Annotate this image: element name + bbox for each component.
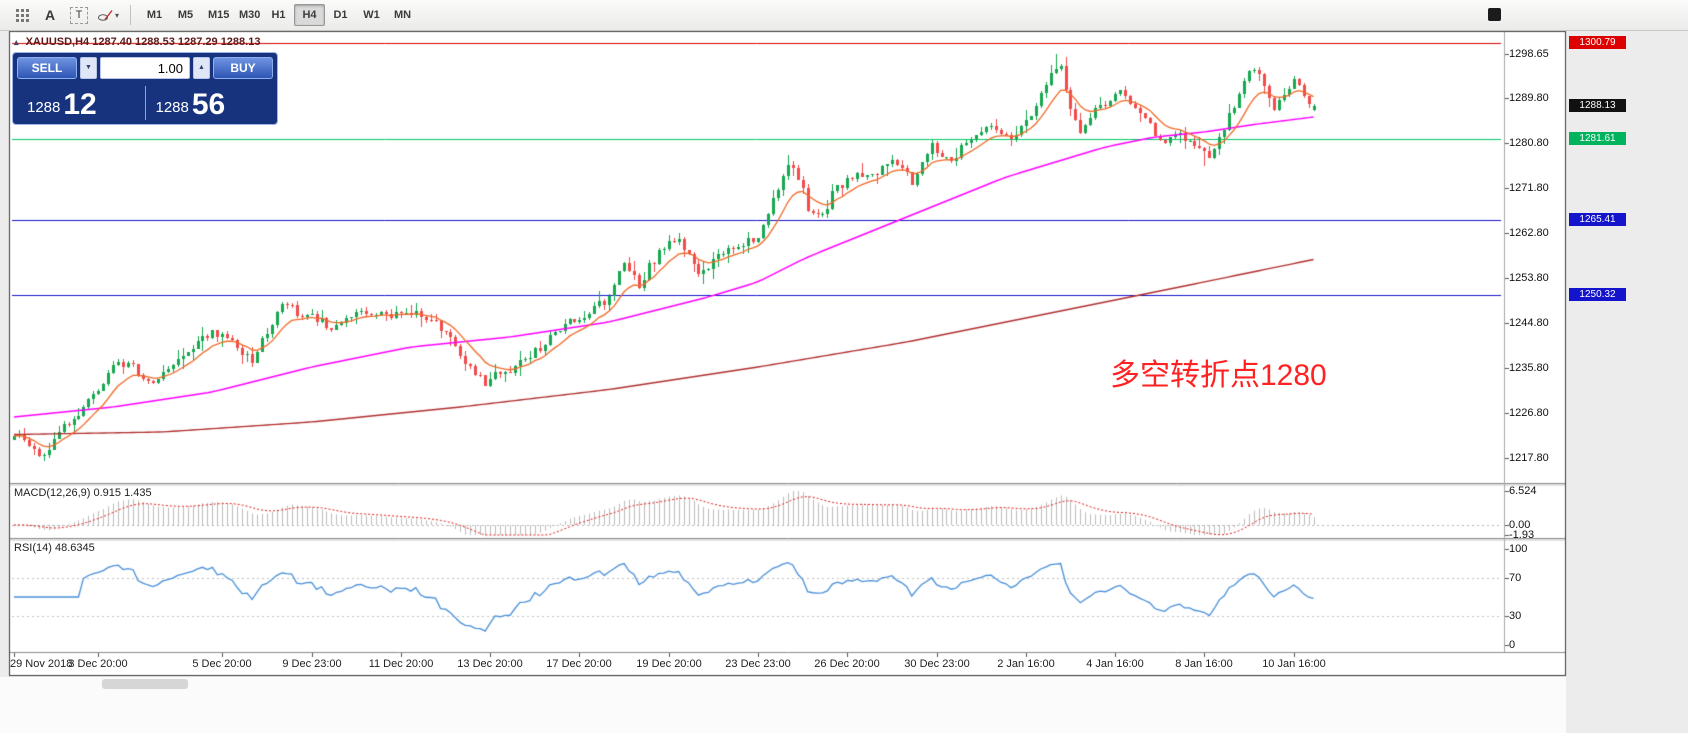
timeframe-M5[interactable]: M5 <box>170 4 201 26</box>
time-axis-label[interactable]: 10 Jan 16:00 <box>1262 658 1326 670</box>
chart-ohlc: 1287.40 1288.53 1287.29 1288.13 <box>92 36 261 48</box>
timeframe-H1[interactable]: H1 <box>263 4 294 26</box>
text-label-icon[interactable]: T <box>70 6 88 24</box>
toolbar-separator <box>130 5 131 25</box>
chart-symbol: XAUUSD,H4 <box>25 36 90 48</box>
time-axis-label[interactable]: 4 Jan 16:00 <box>1086 658 1144 670</box>
macd-axis-label: -1.93 <box>1509 529 1535 541</box>
macd-values: 0.915 1.435 <box>93 487 152 499</box>
time-axis-label[interactable]: 23 Dec 23:00 <box>725 658 791 670</box>
bid-price[interactable]: 1288 12 <box>17 88 145 121</box>
sell-button[interactable]: SELL <box>17 57 77 79</box>
bottom-strip <box>0 677 1566 733</box>
price-axis-label: 1262.80 <box>1509 227 1549 239</box>
time-axis-label[interactable]: 19 Dec 20:00 <box>636 658 702 670</box>
time-axis-label[interactable]: 13 Dec 20:00 <box>457 658 523 670</box>
scrollbar-fragment <box>102 679 188 689</box>
one-click-divider <box>144 86 146 120</box>
buy-button[interactable]: BUY <box>213 57 273 79</box>
text-a-icon[interactable]: A <box>44 7 56 23</box>
volume-input[interactable] <box>100 57 190 79</box>
pattern-grid-icon[interactable] <box>10 4 34 26</box>
time-axis-label[interactable]: 29 Nov 2018 <box>10 658 73 670</box>
rsi-axis-label: 30 <box>1509 610 1522 622</box>
ask-price-big: 56 <box>191 88 226 121</box>
bid-price-small: 1288 <box>27 99 61 116</box>
time-axis-label[interactable]: 17 Dec 20:00 <box>546 658 612 670</box>
rsi-axis-label: 0 <box>1509 639 1516 651</box>
price-axis-label: 1217.80 <box>1509 452 1549 464</box>
time-axis-label[interactable]: 26 Dec 20:00 <box>814 658 880 670</box>
macd-axis-label: 6.524 <box>1509 485 1537 497</box>
chevron-down-icon: ▾ <box>114 10 119 20</box>
price-axis-label: 1289.80 <box>1509 92 1549 104</box>
chart-annotation: 多空转折点1280 <box>1110 359 1327 392</box>
timeframe-H4[interactable]: H4 <box>294 4 325 26</box>
price-axis-label: 1253.80 <box>1509 272 1549 284</box>
ask-price[interactable]: 1288 56 <box>146 88 274 121</box>
price-level-tag[interactable]: 1300.79 <box>1569 36 1626 49</box>
rsi-axis-label: 100 <box>1509 543 1528 555</box>
one-click-collapse-icon[interactable]: ▴ <box>14 37 19 47</box>
time-axis-label[interactable]: 9 Dec 23:00 <box>282 658 342 670</box>
timeframe-MN[interactable]: MN <box>387 4 418 26</box>
one-click-price-row: 1288 12 1288 56 <box>17 82 273 120</box>
timeframe-M30[interactable]: M30 <box>232 4 263 26</box>
rsi-axis-label: 70 <box>1509 572 1522 584</box>
one-click-trading-panel: SELL ▼ ▲ BUY 1288 12 1288 56 <box>12 52 278 125</box>
price-axis-label: 1280.80 <box>1509 137 1549 149</box>
time-axis-label[interactable]: 2 Jan 16:00 <box>997 658 1055 670</box>
price-level-tag[interactable]: 1265.41 <box>1569 213 1626 226</box>
timeframe-M15[interactable]: M15 <box>201 4 232 26</box>
macd-axis-label: 0.00 <box>1509 519 1531 531</box>
price-axis-label: 1244.80 <box>1509 317 1549 329</box>
time-axis-label[interactable]: 5 Dec 20:00 <box>192 658 252 670</box>
price-axis-label: 1226.80 <box>1509 407 1549 419</box>
price-axis-label: 1235.80 <box>1509 362 1549 374</box>
timeframe-group: M1 M5 M15 M30 H1 H4 D1 W1 MN <box>139 4 418 26</box>
price-axis-label: 1271.80 <box>1509 182 1549 194</box>
window-dock-icon[interactable] <box>1488 8 1501 21</box>
time-axis-label[interactable]: 3 Dec 20:00 <box>68 658 128 670</box>
chart-title: ▴ XAUUSD,H4 1287.40 1288.53 1287.29 1288… <box>14 36 260 48</box>
toolbar: A T ▾ M1 M5 M15 M30 H1 H4 D1 W1 MN <box>0 0 1688 31</box>
rsi-indicator-label: RSI(14) 48.6345 <box>14 542 95 554</box>
rsi-name: RSI(14) <box>14 542 52 554</box>
time-axis-label[interactable]: 11 Dec 20:00 <box>368 658 434 670</box>
time-axis-label[interactable]: 8 Jan 16:00 <box>1175 658 1233 670</box>
current-price-tag: 1288.13 <box>1569 99 1626 112</box>
toolbar-icon-group: A T ▾ M1 M5 M15 M30 H1 H4 D1 W1 MN <box>0 4 418 26</box>
price-level-tag[interactable]: 1281.61 <box>1569 132 1626 145</box>
bid-price-big: 12 <box>63 88 97 121</box>
macd-indicator-label: MACD(12,26,9) 0.915 1.435 <box>14 487 152 499</box>
one-click-controls-row: SELL ▼ ▲ BUY <box>17 57 273 79</box>
rsi-value: 48.6345 <box>54 542 95 554</box>
volume-down-button[interactable]: ▼ <box>80 57 97 79</box>
macd-name: MACD(12,26,9) <box>14 487 91 499</box>
volume-up-button[interactable]: ▲ <box>193 57 210 79</box>
price-axis-label: 1298.65 <box>1509 48 1549 60</box>
shapes-icon[interactable]: ▾ <box>96 4 120 26</box>
price-level-tag[interactable]: 1250.32 <box>1569 288 1626 301</box>
ask-price-small: 1288 <box>155 99 189 116</box>
timeframe-M1[interactable]: M1 <box>139 4 170 26</box>
timeframe-W1[interactable]: W1 <box>356 4 387 26</box>
timeframe-D1[interactable]: D1 <box>325 4 356 26</box>
time-axis-label[interactable]: 30 Dec 23:00 <box>904 658 970 670</box>
